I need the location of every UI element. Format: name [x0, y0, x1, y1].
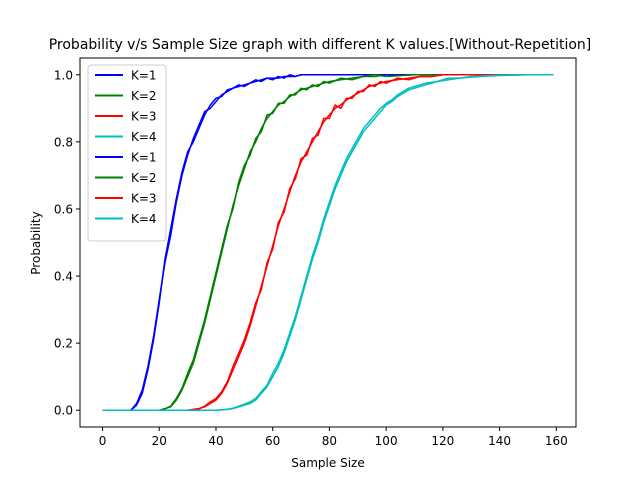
x-tick-label: 100: [375, 434, 398, 448]
x-tick-label: 60: [265, 434, 280, 448]
y-axis-ticks: 0.0 0.2 0.4 0.6 0.8 1.0: [54, 68, 80, 418]
y-tick-label: 1.0: [54, 68, 73, 82]
x-tick-label: 20: [152, 434, 167, 448]
y-tick-label: 0.8: [54, 135, 73, 149]
x-tick-label: 160: [545, 434, 568, 448]
series-line-5: [102, 74, 554, 411]
legend: K=1 K=2 K=3 K=4 K=1 K=2 K=3 K=4: [87, 64, 167, 242]
legend-label: K=3: [131, 110, 157, 124]
y-tick-label: 0.0: [54, 404, 73, 418]
x-tick-label: 0: [99, 434, 107, 448]
chart-title: Probability v/s Sample Size graph with d…: [49, 37, 592, 53]
legend-label: K=1: [131, 69, 157, 83]
x-axis-label: Sample Size: [291, 456, 364, 470]
y-tick-label: 0.4: [54, 270, 73, 284]
legend-label: K=3: [131, 192, 157, 206]
x-tick-label: 40: [208, 434, 223, 448]
legend-label: K=2: [131, 89, 157, 103]
y-tick-label: 0.6: [54, 202, 73, 216]
x-axis-ticks: 0 20 40 60 80 100 120 140 160: [99, 427, 568, 448]
y-tick-label: 0.2: [54, 337, 73, 351]
series-line-2: [102, 74, 554, 411]
legend-label: K=4: [131, 212, 157, 226]
plot-frame: [79, 57, 577, 428]
series-line-8: [102, 74, 554, 411]
x-tick-label: 80: [322, 434, 337, 448]
series-line-7: [102, 74, 554, 411]
y-axis-label: Probability: [29, 211, 43, 274]
x-tick-label: 120: [431, 434, 454, 448]
series-layer: [102, 74, 554, 411]
legend-label: K=1: [131, 151, 157, 165]
series-line-6: [102, 74, 554, 411]
x-tick-label: 140: [488, 434, 511, 448]
legend-label: K=4: [131, 130, 157, 144]
legend-label: K=2: [131, 171, 157, 185]
